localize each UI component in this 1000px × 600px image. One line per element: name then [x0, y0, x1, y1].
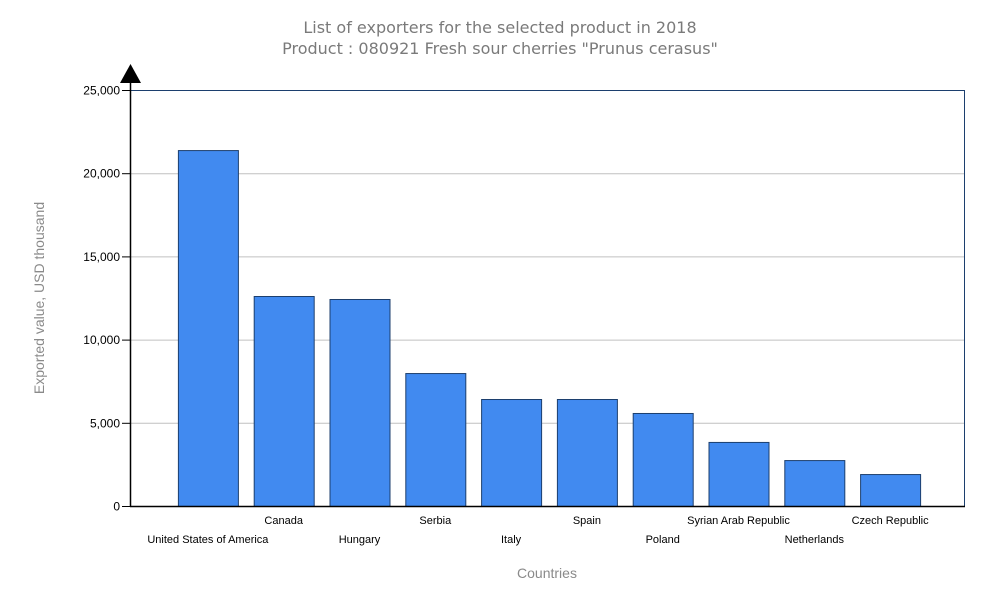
x-axis-title: Countries	[517, 565, 577, 581]
bar-7	[708, 441, 770, 508]
y-axis-title: Exported value, USD thousand	[31, 202, 47, 394]
y-tick-label: 10,000	[83, 333, 120, 347]
x-tick-label: Syrian Arab Republic	[687, 515, 790, 527]
y-tick-label: 20,000	[83, 167, 120, 181]
bar-1	[253, 296, 315, 507]
bar-8	[784, 460, 846, 508]
bar-2	[329, 298, 391, 508]
x-tick-label: Spain	[573, 515, 601, 527]
bar-6	[632, 412, 694, 507]
x-tick-label: United States of America	[147, 534, 269, 546]
bar-4	[481, 399, 543, 507]
bar-0	[177, 150, 239, 507]
y-tick-label: 5,000	[90, 416, 120, 430]
y-tick-label: 15,000	[83, 250, 120, 264]
y-tick-label: 0	[113, 500, 120, 514]
y-axis-arrow-icon	[120, 64, 141, 83]
y-tick-label: 25,000	[83, 84, 120, 98]
x-tick-label: Hungary	[339, 534, 381, 546]
chart-title: List of exporters for the selected produ…	[303, 18, 697, 37]
x-tick-label: Canada	[264, 515, 303, 527]
x-tick-label: Netherlands	[785, 534, 845, 546]
x-tick-label: Czech Republic	[852, 515, 930, 527]
bar-5	[556, 399, 618, 507]
x-tick-label: Poland	[646, 534, 680, 546]
bar-9	[860, 474, 922, 508]
chart-subtitle: Product : 080921 Fresh sour cherries "Pr…	[282, 39, 718, 58]
bar-3	[405, 373, 467, 507]
x-tick-label: Serbia	[419, 515, 452, 527]
x-tick-label: Italy	[501, 534, 522, 546]
